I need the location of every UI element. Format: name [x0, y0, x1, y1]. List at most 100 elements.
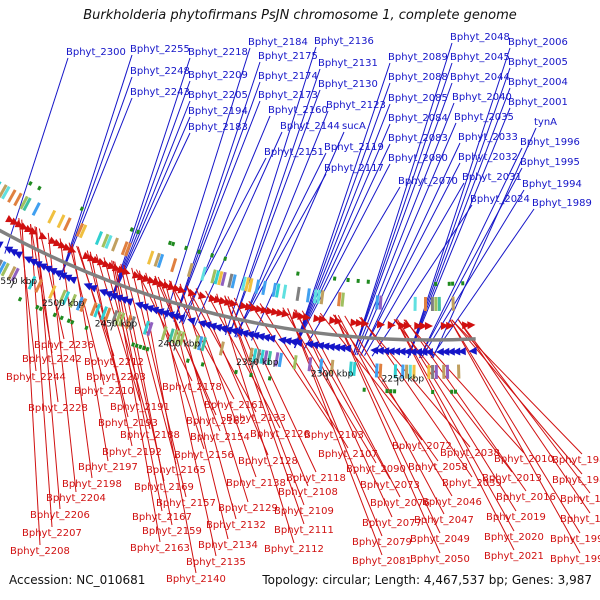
reverse-gene-label[interactable]: Bphyt_2129: [218, 503, 278, 514]
reverse-gene-label[interactable]: Bphyt_1985: [552, 455, 600, 466]
forward-gene-label[interactable]: Bphyt_2173: [258, 90, 318, 101]
forward-gene-label[interactable]: sucA: [342, 121, 366, 132]
reverse-gene-label[interactable]: Bphyt_2135: [186, 557, 246, 568]
reverse-gene-label[interactable]: Bphyt_2206: [30, 510, 90, 521]
reverse-gene-label[interactable]: Bphyt_2107: [318, 449, 378, 460]
reverse-gene-label[interactable]: Bphyt_2108: [278, 487, 338, 498]
forward-gene-label[interactable]: Bphyt_2005: [508, 57, 568, 68]
reverse-gene-label[interactable]: Bphyt_2038: [440, 448, 500, 459]
forward-gene-label[interactable]: Bphyt_2300: [66, 47, 126, 58]
forward-gene-label[interactable]: Bphyt_2006: [508, 37, 568, 48]
reverse-gene-label[interactable]: Bphyt_2178: [162, 382, 222, 393]
reverse-gene-label[interactable]: Bphyt_2159: [142, 526, 202, 537]
reverse-gene-label[interactable]: Bphyt_2072: [392, 441, 452, 452]
reverse-gene-label[interactable]: Bphyt_2156: [174, 450, 234, 461]
reverse-gene-label[interactable]: Bphyt_2133: [226, 413, 286, 424]
reverse-gene-label[interactable]: Bphyt_2019: [486, 512, 546, 523]
reverse-gene-label[interactable]: Bphyt_2242: [22, 354, 82, 365]
reverse-gene-label[interactable]: Bphyt_2228: [28, 403, 88, 414]
reverse-gene-label[interactable]: Bphyt_2208: [10, 546, 70, 557]
forward-gene-label[interactable]: Bphyt_2004: [508, 77, 568, 88]
forward-gene-label[interactable]: Bphyt_2089: [388, 52, 448, 63]
reverse-gene-label[interactable]: Bphyt_2050: [410, 554, 470, 565]
reverse-gene-label[interactable]: Bphyt_2118: [286, 473, 346, 484]
reverse-gene-label[interactable]: Bphyt_2210: [74, 386, 134, 397]
forward-gene-label[interactable]: Bphyt_2031: [462, 172, 522, 183]
reverse-gene-label[interactable]: Bphyt_2197: [78, 462, 138, 473]
forward-gene-label[interactable]: Bphyt_2130: [318, 79, 378, 90]
reverse-gene-label[interactable]: Bphyt_2236: [34, 340, 94, 351]
forward-gene-label[interactable]: Bphyt_2205: [188, 90, 248, 101]
reverse-gene-label[interactable]: Bphyt_2203: [86, 372, 146, 383]
forward-gene-label[interactable]: Bphyt_2084: [388, 113, 448, 124]
reverse-gene-label[interactable]: Bphyt_2021: [484, 551, 544, 562]
reverse-gene-label[interactable]: Bphyt_1991: [550, 554, 600, 565]
forward-gene-label[interactable]: Bphyt_2218: [188, 47, 248, 58]
forward-gene-label[interactable]: Bphyt_2248: [130, 66, 190, 77]
forward-gene-label[interactable]: Bphyt_1989: [532, 198, 592, 209]
reverse-gene-label[interactable]: Bphyt_2192: [102, 447, 162, 458]
reverse-gene-label[interactable]: Bphyt_2244: [6, 372, 66, 383]
reverse-gene-label[interactable]: Bphyt_2188: [120, 430, 180, 441]
reverse-gene-label[interactable]: Bphyt_2077: [362, 518, 422, 529]
forward-gene-label[interactable]: Bphyt_2174: [258, 71, 318, 82]
forward-gene-label[interactable]: Bphyt_2080: [388, 153, 448, 164]
reverse-gene-label[interactable]: Bphyt_2126: [250, 429, 310, 440]
reverse-gene-label[interactable]: Bphyt_2161: [204, 400, 264, 411]
reverse-gene-label[interactable]: Bphyt_2132: [206, 520, 266, 531]
reverse-gene-label[interactable]: Bphyt_2020: [484, 532, 544, 543]
forward-gene-label[interactable]: Bphyt_2119: [324, 142, 384, 153]
reverse-gene-label[interactable]: Bphyt_2013: [482, 473, 542, 484]
reverse-gene-label[interactable]: Bphyt_1990: [550, 534, 600, 545]
reverse-gene-label[interactable]: Bphyt_2163: [130, 543, 190, 554]
reverse-gene-label[interactable]: Bphyt_2010: [494, 454, 554, 465]
reverse-gene-label[interactable]: Bphyt_2134: [198, 540, 258, 551]
forward-gene-label[interactable]: Bphyt_2048: [450, 32, 510, 43]
reverse-gene-label[interactable]: Bphyt_2140: [166, 574, 226, 585]
reverse-gene-label[interactable]: Bphyt_2016: [496, 492, 556, 503]
forward-gene-label[interactable]: Bphyt_1994: [522, 179, 582, 190]
reverse-gene-label[interactable]: Bphyt_2103: [304, 430, 364, 441]
reverse-gene-label[interactable]: Bphyt_2058: [408, 462, 468, 473]
forward-gene-label[interactable]: Bphyt_2194: [188, 106, 248, 117]
forward-gene-label[interactable]: Bphyt_2117: [324, 163, 384, 174]
forward-gene-label[interactable]: Bphyt_2040: [452, 92, 512, 103]
forward-gene-label[interactable]: Bphyt_2001: [508, 97, 568, 108]
reverse-gene-label[interactable]: Bphyt_2191: [110, 402, 170, 413]
forward-gene-label[interactable]: tynA: [534, 117, 557, 128]
reverse-gene-label[interactable]: Bphyt_2198: [62, 479, 122, 490]
reverse-gene-label[interactable]: Bphyt_1987: [560, 494, 600, 505]
reverse-gene-label[interactable]: Bphyt_2112: [264, 544, 324, 555]
reverse-gene-label[interactable]: Bphyt_2157: [156, 498, 216, 509]
reverse-gene-label[interactable]: Bphyt_2073: [360, 480, 420, 491]
forward-gene-label[interactable]: Bphyt_2209: [188, 70, 248, 81]
reverse-gene-label[interactable]: Bphyt_2162: [186, 416, 246, 427]
reverse-gene-label[interactable]: Bphyt_2111: [274, 525, 334, 536]
reverse-gene-label[interactable]: Bphyt_2109: [274, 506, 334, 517]
forward-gene-label[interactable]: Bphyt_2044: [450, 72, 510, 83]
reverse-gene-label[interactable]: Bphyt_2165: [146, 465, 206, 476]
forward-gene-label[interactable]: Bphyt_2085: [388, 93, 448, 104]
forward-gene-label[interactable]: Bphyt_1995: [520, 157, 580, 168]
reverse-gene-label[interactable]: Bphyt_2046: [422, 497, 482, 508]
forward-gene-label[interactable]: Bphyt_2183: [188, 122, 248, 133]
reverse-gene-label[interactable]: Bphyt_2039: [442, 478, 502, 489]
forward-gene-label[interactable]: Bphyt_2131: [318, 58, 378, 69]
forward-gene-label[interactable]: Bphyt_1996: [520, 137, 580, 148]
reverse-gene-label[interactable]: Bphyt_2207: [22, 528, 82, 539]
forward-gene-label[interactable]: Bphyt_2243: [130, 87, 190, 98]
forward-gene-label[interactable]: Bphyt_2024: [470, 194, 530, 205]
forward-gene-label[interactable]: Bphyt_2175: [258, 51, 318, 62]
forward-gene-label[interactable]: Bphyt_2136: [314, 36, 374, 47]
forward-gene-label[interactable]: Bphyt_2144: [280, 121, 340, 132]
forward-gene-label[interactable]: Bphyt_2184: [248, 37, 308, 48]
reverse-gene-label[interactable]: Bphyt_2090: [346, 464, 406, 475]
forward-gene-label[interactable]: Bphyt_2088: [388, 72, 448, 83]
reverse-gene-label[interactable]: Bphyt_2076: [370, 498, 430, 509]
forward-gene-label[interactable]: Bphyt_2255: [130, 44, 190, 55]
forward-gene-label[interactable]: Bphyt_2032: [458, 152, 518, 163]
reverse-gene-label[interactable]: Bphyt_2193: [98, 418, 158, 429]
reverse-gene-label[interactable]: Bphyt_2212: [84, 357, 144, 368]
reverse-gene-label[interactable]: Bphyt_2047: [414, 515, 474, 526]
reverse-gene-label[interactable]: Bphyt_2079: [352, 537, 412, 548]
